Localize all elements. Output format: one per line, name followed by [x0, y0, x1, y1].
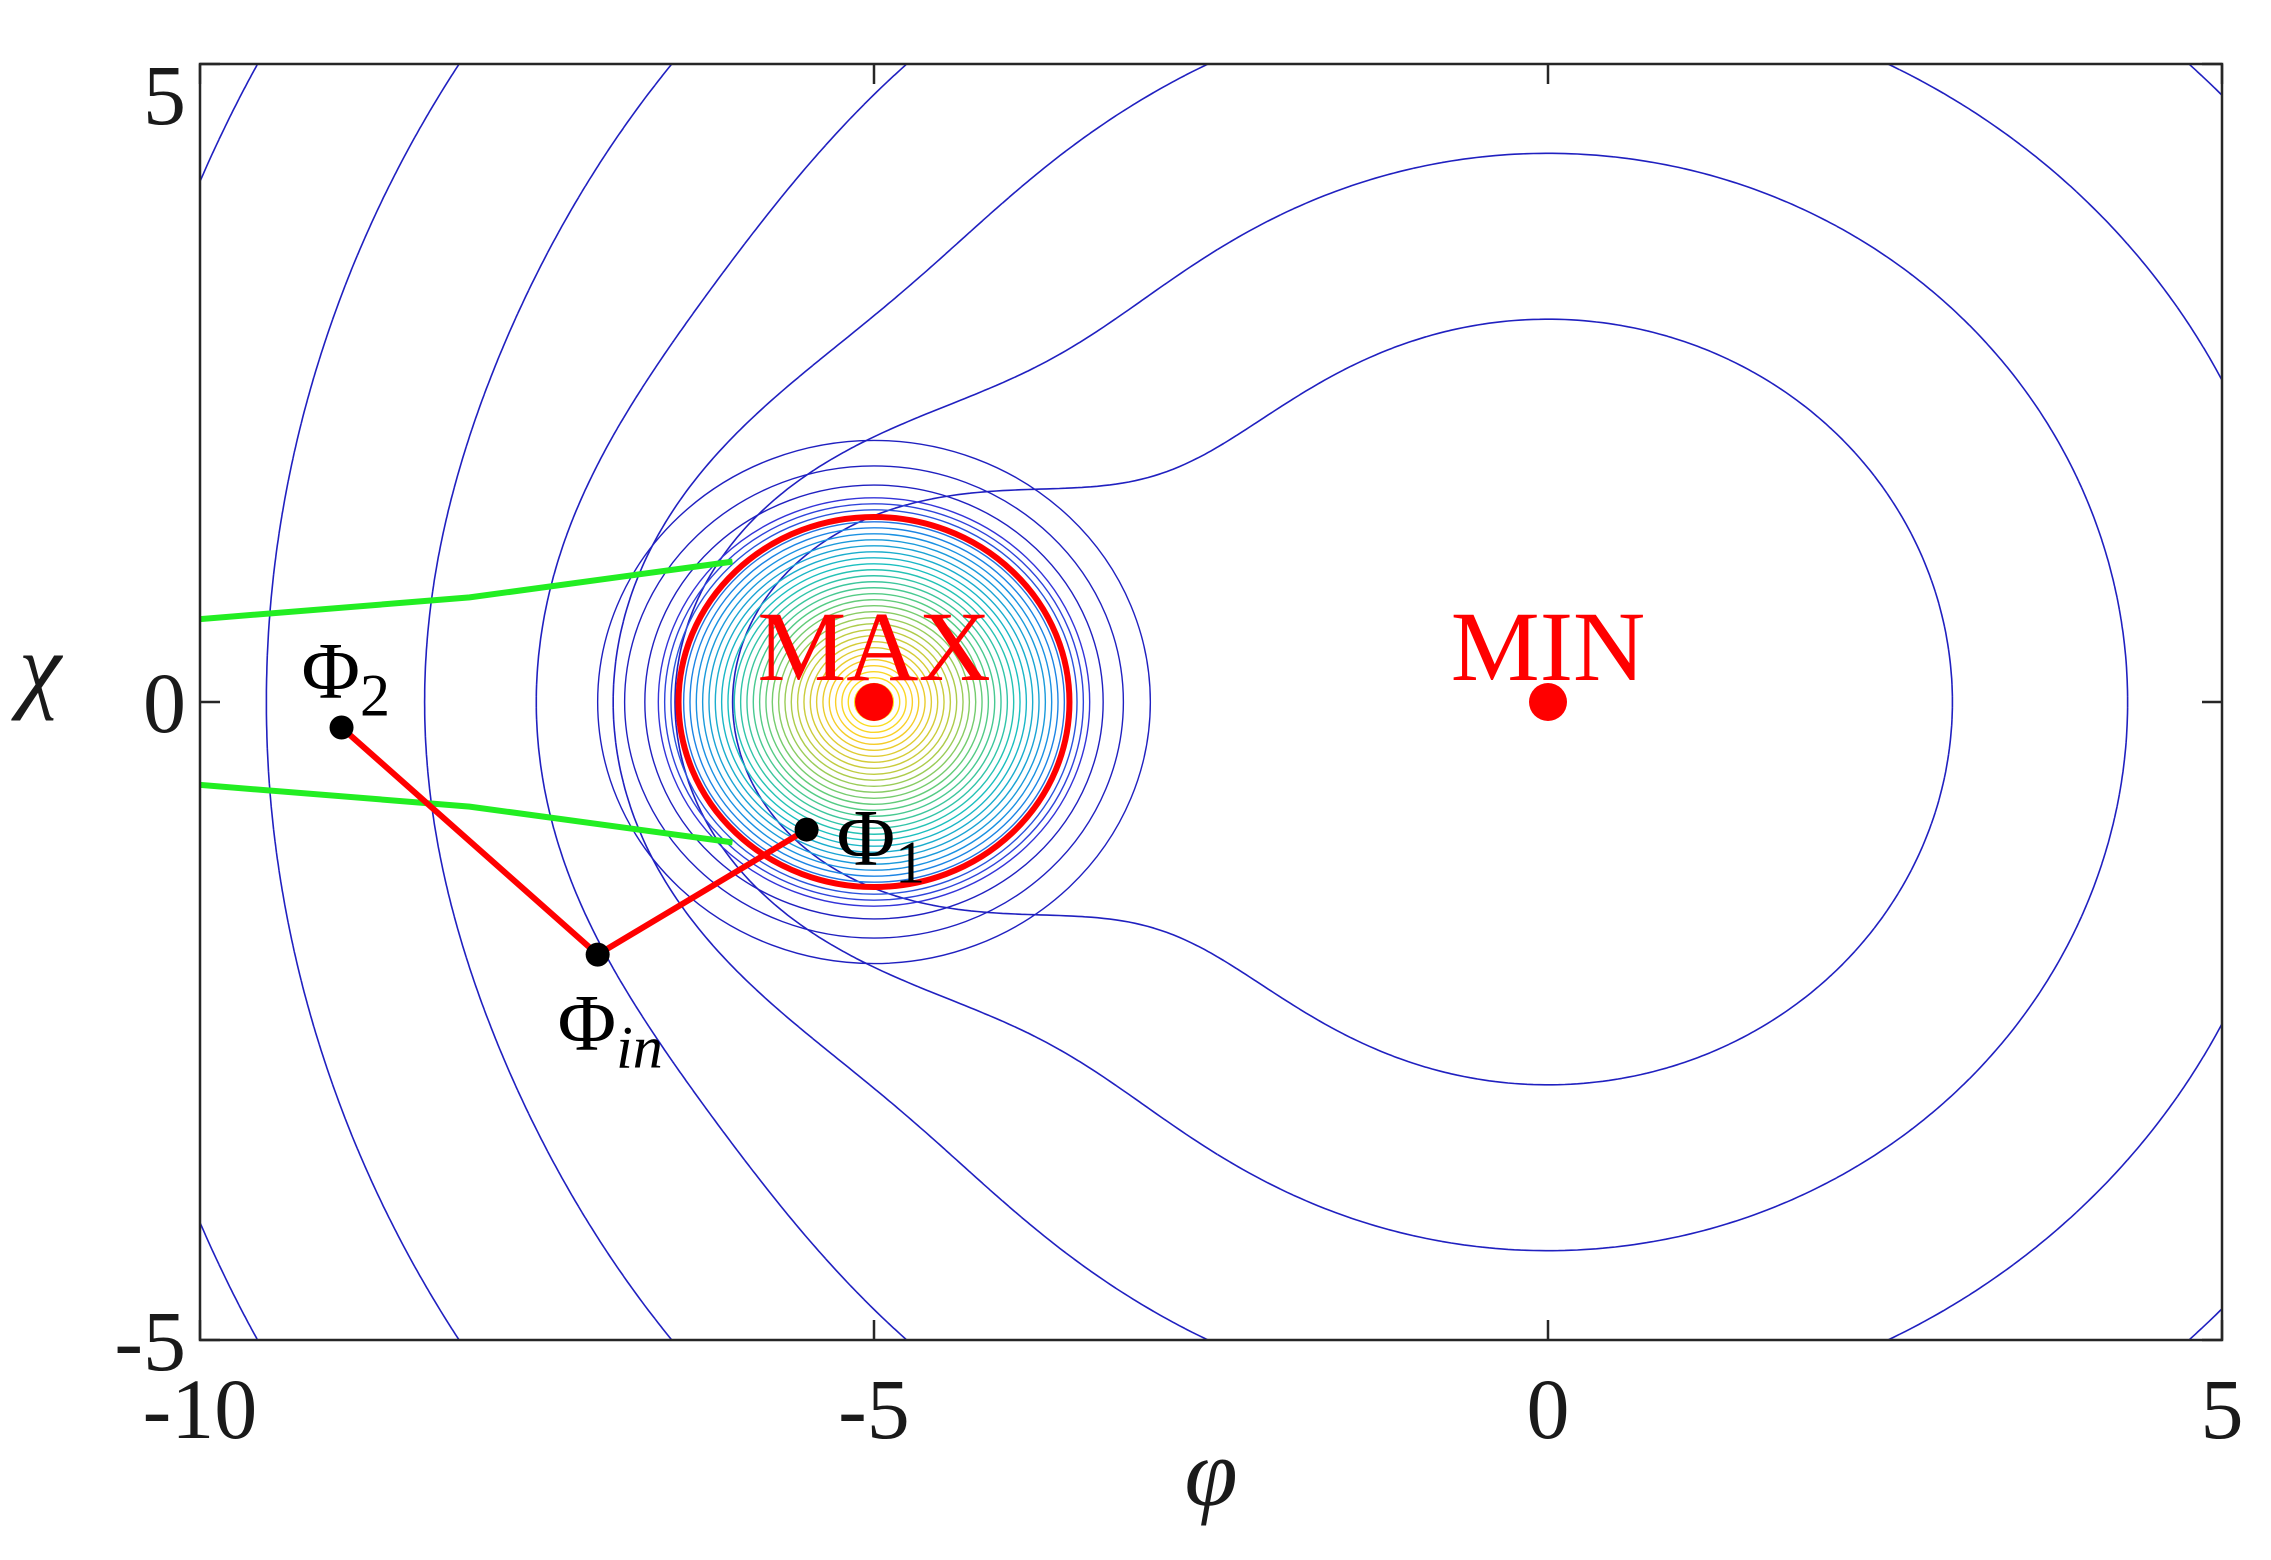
tick-labels: -10 -5 0 5-505 — [114, 47, 2243, 1457]
x-tick-label: 0 — [1527, 1361, 1570, 1457]
contour-level — [535, 64, 2222, 1340]
max-outer-ring — [644, 484, 1104, 920]
max-ring — [714, 551, 1034, 853]
max-ring — [790, 623, 958, 782]
max-ring — [815, 646, 933, 758]
max-ring — [771, 605, 977, 799]
y-axis-label: χ — [11, 614, 64, 721]
x-tick-label: -10 — [143, 1361, 258, 1457]
max-ring — [733, 569, 1015, 835]
max-outer-ring — [596, 439, 1152, 965]
max-ring — [803, 634, 945, 770]
max-ring — [777, 611, 971, 793]
point-label-1: Φ1 — [837, 795, 925, 896]
max-ring — [828, 658, 920, 746]
max-ring — [663, 503, 1085, 901]
max-ring — [847, 676, 901, 728]
max-ring — [841, 670, 907, 734]
max-ring — [784, 617, 964, 787]
point-labels: MAX MIN Φ2 Φin Φ1 — [302, 591, 1646, 1081]
max-ring — [796, 628, 952, 776]
max-marker — [855, 683, 893, 721]
y-tick-label: -5 — [114, 1293, 186, 1389]
point-marker-2 — [329, 715, 354, 740]
max-ring — [682, 521, 1066, 883]
axes-box — [198, 62, 2224, 1342]
y-tick-label: 0 — [143, 655, 186, 751]
max-ring — [701, 539, 1047, 865]
max-outer-ring — [623, 465, 1125, 939]
max-ring — [765, 599, 983, 805]
point-label-2: Φ2 — [302, 628, 390, 729]
max-ring — [657, 497, 1091, 907]
axis-ticks — [198, 62, 2224, 1342]
max-ring — [834, 664, 914, 740]
point-marker-in — [585, 942, 610, 967]
max-ring — [695, 533, 1053, 871]
separatrix-circle — [675, 513, 1073, 891]
x-axis-label: φ — [1184, 1419, 1237, 1526]
max-ring — [727, 563, 1021, 841]
point-label-in: Φin — [558, 980, 663, 1081]
max-ring — [752, 587, 996, 817]
max-ring — [746, 581, 1002, 823]
trajectory-path — [339, 725, 809, 958]
contour-level — [200, 64, 259, 1340]
point-marker-1 — [794, 817, 819, 842]
max-ring — [822, 652, 926, 752]
max-ring — [809, 640, 939, 764]
max-ring — [708, 545, 1040, 859]
max-ring — [670, 509, 1078, 895]
green-line-2 — [200, 781, 733, 846]
min-label: MIN — [1451, 591, 1645, 702]
contour-level — [731, 318, 1954, 1086]
max-ring — [689, 527, 1059, 877]
max-ring — [720, 557, 1028, 847]
contour-level — [423, 64, 673, 1340]
contour-lines — [200, 64, 2222, 1340]
annotations-layer — [200, 513, 1567, 967]
contour-level — [265, 64, 460, 1340]
max-ring — [739, 575, 1009, 829]
y-tick-label: 5 — [143, 47, 186, 143]
x-tick-label: 5 — [2201, 1361, 2244, 1457]
max-ring — [758, 593, 990, 811]
x-tick-label: -5 — [838, 1361, 910, 1457]
min-marker — [1529, 683, 1567, 721]
green-line-1 — [200, 558, 733, 623]
max-label: MAX — [757, 591, 990, 702]
